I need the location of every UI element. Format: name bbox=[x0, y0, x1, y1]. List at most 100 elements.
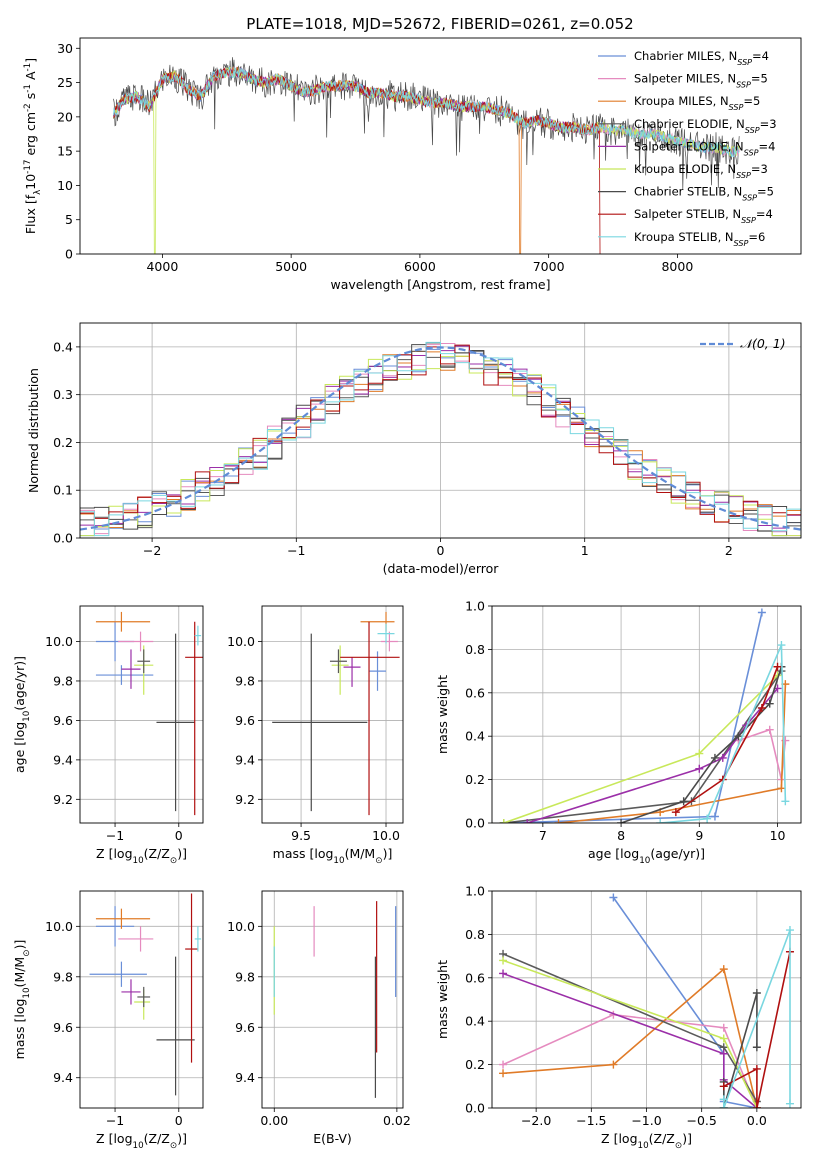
plot-area bbox=[113, 57, 740, 254]
weight-marker bbox=[734, 732, 743, 741]
y-tick-label: 0.0 bbox=[465, 816, 485, 831]
weight-marker bbox=[752, 1043, 761, 1052]
y-tick-label: 0.8 bbox=[465, 927, 485, 942]
y-tick-label: 0.4 bbox=[465, 1014, 485, 1029]
x-tick-label: −1.5 bbox=[576, 1113, 606, 1128]
weight-marker bbox=[781, 797, 790, 806]
weight-marker bbox=[785, 1099, 794, 1108]
weight-marker bbox=[609, 1060, 618, 1069]
y-tick-label: 0.2 bbox=[465, 1057, 485, 1072]
y-tick-label: 9.4 bbox=[53, 752, 73, 767]
weight-marker bbox=[777, 641, 786, 650]
x-tick-label: 10 bbox=[770, 828, 786, 843]
legend-label: Kroupa ELODIE, NSSP=3 bbox=[634, 162, 768, 180]
y-tick-label: 9.4 bbox=[235, 1070, 255, 1085]
x-tick-label: 0.0 bbox=[747, 1113, 767, 1128]
y-tick-label: 0.8 bbox=[465, 642, 485, 657]
legend-label: Salpeter MILES, NSSP=5 bbox=[634, 72, 768, 90]
y-tick-label: 9.8 bbox=[235, 969, 255, 984]
x-tick-label: −1.0 bbox=[631, 1113, 661, 1128]
weight-marker bbox=[719, 1049, 728, 1058]
axes-frame bbox=[79, 605, 204, 824]
x-tick-label: −1 bbox=[106, 1113, 124, 1128]
x-tick-label: −1 bbox=[287, 543, 305, 558]
weight-marker bbox=[499, 1069, 508, 1078]
y-tick-label: 10.0 bbox=[227, 634, 255, 649]
weight-marker bbox=[765, 725, 774, 734]
x-tick-label: 0 bbox=[437, 543, 445, 558]
spectrum-line bbox=[113, 66, 740, 158]
y-tick-label: 25 bbox=[57, 75, 73, 90]
y-tick-label: 9.6 bbox=[53, 713, 73, 728]
weight-marker bbox=[710, 812, 719, 821]
x-tick-label: 9 bbox=[695, 828, 703, 843]
x-axis-label: age [log10(age/yr)] bbox=[588, 846, 705, 866]
y-tick-label: 0.1 bbox=[53, 483, 73, 498]
axes-frame bbox=[79, 890, 204, 1109]
axes-frame bbox=[261, 605, 404, 824]
y-tick-label: 0.0 bbox=[53, 531, 73, 546]
y-tick-label: 9.8 bbox=[53, 673, 73, 688]
weight-marker bbox=[752, 988, 761, 997]
y-tick-label: 1.0 bbox=[465, 599, 485, 614]
y-tick-label: 0.3 bbox=[53, 387, 73, 402]
plot-area bbox=[80, 323, 801, 538]
weight-marker bbox=[499, 956, 508, 965]
legend-label: Chabrier ELODIE, NSSP=3 bbox=[634, 117, 777, 135]
weight-marker bbox=[499, 819, 508, 823]
y-axis-label: mass weight bbox=[435, 960, 450, 1039]
weight-marker bbox=[719, 1034, 728, 1043]
x-tick-label: 7000 bbox=[533, 259, 565, 274]
plot-area bbox=[80, 606, 203, 823]
weight-marker bbox=[719, 1095, 728, 1104]
x-axis-label: Z [log10(Z/Z⊙)] bbox=[96, 846, 187, 866]
weight-marker bbox=[752, 1064, 761, 1073]
spectrum-line bbox=[113, 66, 601, 254]
weight-line bbox=[502, 967, 758, 1108]
weight-marker bbox=[554, 819, 563, 823]
y-tick-label: 10 bbox=[57, 178, 73, 193]
x-tick-label: 2 bbox=[725, 543, 733, 558]
x-tick-label: 7 bbox=[539, 828, 547, 843]
y-tick-label: 10.0 bbox=[227, 919, 255, 934]
legend-label: Kroupa STELIB, NSSP=6 bbox=[634, 230, 765, 248]
x-axis-label: Z [log10(Z/Z⊙)] bbox=[601, 1131, 692, 1151]
y-tick-label: 1.0 bbox=[465, 884, 485, 899]
y-axis-label: Normed distribution bbox=[26, 368, 41, 493]
x-tick-label: −2.0 bbox=[521, 1113, 551, 1128]
y-tick-label: 20 bbox=[57, 109, 73, 124]
age-vs-metallicity-chart: −1 0 9.2 9.4 9.6 9.8 10.0 bbox=[45, 605, 204, 843]
axes-frame bbox=[491, 605, 802, 824]
weight-marker bbox=[609, 893, 618, 902]
normal-curve bbox=[80, 346, 801, 531]
spectrum-line bbox=[113, 66, 601, 254]
y-tick-label: 9.4 bbox=[235, 752, 255, 767]
x-tick-label: 0.02 bbox=[383, 1113, 411, 1128]
weight-marker bbox=[719, 1023, 728, 1032]
y-tick-label: 0.4 bbox=[465, 729, 485, 744]
x-tick-label: 6000 bbox=[404, 259, 436, 274]
x-tick-label: −0.5 bbox=[686, 1113, 716, 1128]
weight-line bbox=[620, 666, 783, 823]
weight-marker bbox=[679, 797, 688, 806]
y-tick-label: 15 bbox=[57, 144, 73, 159]
weight-marker bbox=[757, 608, 766, 617]
x-tick-label: 5000 bbox=[275, 259, 307, 274]
x-tick-label: 8000 bbox=[661, 259, 693, 274]
axes-frame bbox=[79, 37, 802, 255]
weight-marker bbox=[710, 753, 719, 762]
y-tick-label: 9.6 bbox=[53, 1020, 73, 1035]
weight-line bbox=[503, 612, 763, 823]
plot-area bbox=[492, 891, 801, 1108]
x-tick-label: 0 bbox=[175, 1113, 183, 1128]
weight-marker bbox=[719, 1104, 728, 1108]
legend-label: Salpeter STELIB, NSSP=4 bbox=[634, 207, 773, 225]
weight-marker bbox=[719, 965, 728, 974]
y-tick-label: 0.6 bbox=[465, 970, 485, 985]
weight-marker bbox=[752, 1104, 761, 1108]
y-tick-label: 9.8 bbox=[53, 969, 73, 984]
y-tick-label: 9.8 bbox=[235, 673, 255, 688]
y-tick-label: 5 bbox=[65, 212, 73, 227]
weight-marker bbox=[617, 819, 626, 823]
y-tick-label: 9.4 bbox=[53, 1070, 73, 1085]
